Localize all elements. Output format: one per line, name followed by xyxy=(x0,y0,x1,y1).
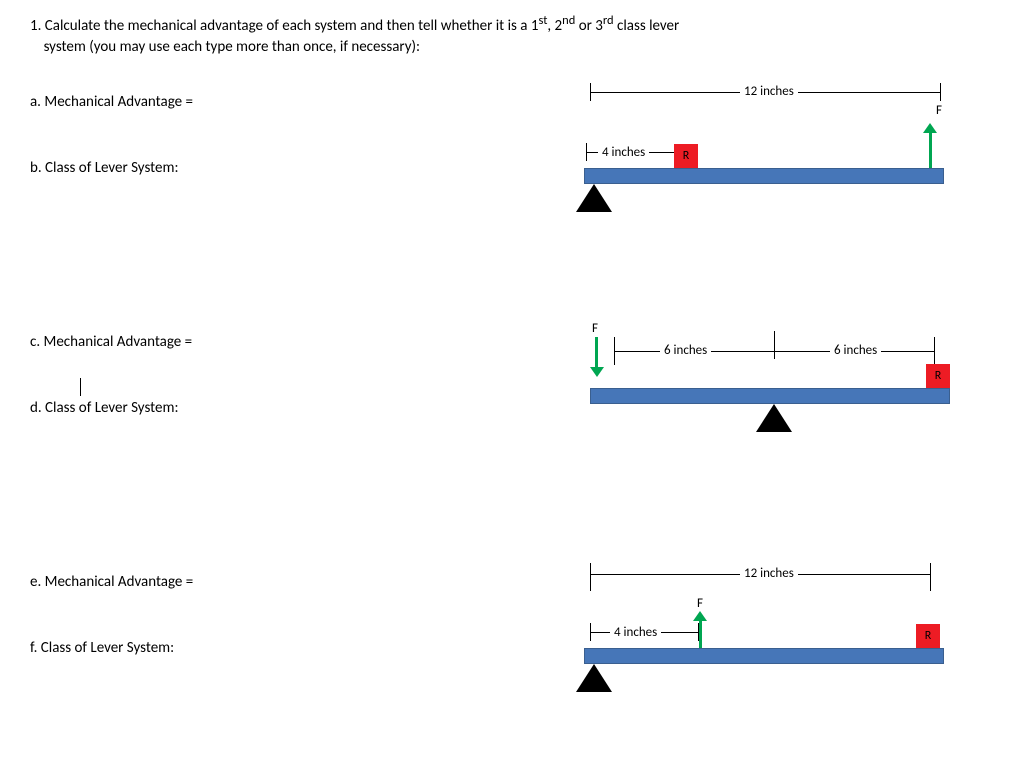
lever-diagram-3: 12 inches F 4 inches R xyxy=(590,563,950,743)
lever-bar xyxy=(584,648,944,664)
prompt-d: d. Class of Lever System: xyxy=(30,399,570,417)
load-block: R xyxy=(926,364,950,388)
dim-tick xyxy=(774,331,775,359)
dim-tick xyxy=(590,563,591,591)
prompt-c: c. Mechanical Advantage = xyxy=(30,333,570,351)
force-arrow-stem xyxy=(699,621,702,648)
dim-tick xyxy=(934,337,935,365)
dim-label-12in: 12 inches xyxy=(740,84,798,99)
question-text: 1. Calculate the mechanical advantage of… xyxy=(30,10,994,58)
force-arrow xyxy=(693,611,707,621)
fulcrum-icon xyxy=(576,664,612,692)
lever-diagram-1: 12 inches F 4 inches R xyxy=(590,83,950,263)
force-arrow xyxy=(590,367,604,377)
section-ef: e. Mechanical Advantage = f. Class of Le… xyxy=(30,563,994,763)
section-cd: c. Mechanical Advantage = d. Class of Le… xyxy=(30,323,994,563)
force-label: F xyxy=(936,103,942,118)
prompt-e: e. Mechanical Advantage = xyxy=(30,573,570,591)
prompt-f: f. Class of Lever System: xyxy=(30,639,570,657)
lever-diagram-2: F 6 inches 6 inches R xyxy=(590,323,950,503)
force-arrow-stem xyxy=(929,133,932,168)
load-block: R xyxy=(916,624,940,648)
fulcrum-icon xyxy=(756,404,792,432)
dim-tick xyxy=(930,563,931,591)
force-arrow-stem xyxy=(595,337,598,367)
dim-label-12in: 12 inches xyxy=(740,566,798,581)
force-label: F xyxy=(697,596,703,611)
lever-bar xyxy=(590,388,950,404)
dim-label-6in-left: 6 inches xyxy=(660,343,711,358)
force-label: F xyxy=(592,321,598,336)
dim-tick xyxy=(940,83,941,101)
question-number: 1. xyxy=(30,17,41,35)
prompt-b: b. Class of Lever System: xyxy=(30,159,570,177)
lever-bar xyxy=(584,168,944,184)
text-cursor xyxy=(80,378,81,396)
dim-label-6in-right: 6 inches xyxy=(830,343,881,358)
section-ab: a. Mechanical Advantage = b. Class of Le… xyxy=(30,83,994,323)
force-arrow xyxy=(923,123,937,133)
dim-label-4in: 4 inches xyxy=(598,145,649,160)
load-block: R xyxy=(674,144,698,168)
prompt-a: a. Mechanical Advantage = xyxy=(30,93,570,111)
dim-label-4in: 4 inches xyxy=(610,625,661,640)
fulcrum-icon xyxy=(576,184,612,212)
